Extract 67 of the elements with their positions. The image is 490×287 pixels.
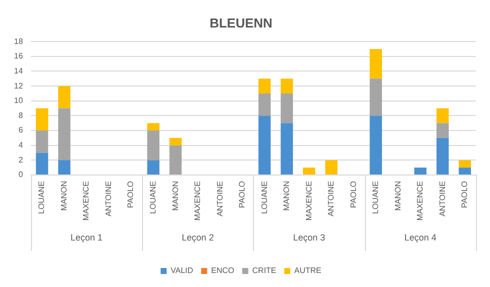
y-tick-label: 8 xyxy=(18,110,24,120)
legend-label: CRITE xyxy=(252,266,276,276)
x-tick-label: LOUANE xyxy=(37,181,46,214)
x-tick-label: LOUANE xyxy=(371,181,380,214)
bar xyxy=(370,116,382,174)
x-tick-label: PAOLO xyxy=(460,181,470,208)
x-tick-label: ANTOINE xyxy=(104,181,113,216)
bar xyxy=(169,145,182,174)
x-tick-label: MAXENCE xyxy=(304,181,314,221)
text: Leçon 1 xyxy=(70,232,103,242)
bar xyxy=(147,160,160,174)
bar xyxy=(325,160,338,174)
y-tick-label: 0 xyxy=(18,170,24,180)
y-tick-label: 2 xyxy=(18,155,24,164)
y-tick-label: 6 xyxy=(18,126,24,135)
bar xyxy=(280,78,293,94)
x-tick-label: ANTOINE xyxy=(326,181,336,216)
bar xyxy=(280,123,293,174)
x-tick-label: PAOLO xyxy=(348,181,358,208)
bar xyxy=(436,138,449,174)
chart-title: BLEUENN xyxy=(210,15,272,30)
bar xyxy=(169,138,182,146)
x-tick-label: PAOLO xyxy=(126,181,136,208)
bar xyxy=(58,86,70,108)
y-tick-label: 4 xyxy=(18,140,24,150)
bar xyxy=(36,130,48,153)
legend-label: VALID xyxy=(170,266,194,276)
x-tick-label: MANON xyxy=(59,180,68,211)
x-tick-label: ANTOINE xyxy=(215,181,224,216)
bar xyxy=(370,78,382,116)
bar xyxy=(147,130,160,160)
legend-label: ENCO xyxy=(211,266,234,276)
x-tick-label: PAOLO xyxy=(238,181,247,208)
x-tick-label: LOUANE xyxy=(260,181,269,214)
bar xyxy=(58,160,70,174)
x-tick-label: MAXENCE xyxy=(193,181,202,221)
x-tick-label: MANON xyxy=(170,180,180,211)
bar xyxy=(280,93,293,124)
bar xyxy=(436,108,449,124)
bar xyxy=(458,168,471,174)
x-tick-label: ANTOINE xyxy=(438,181,447,216)
y-tick-label: 10 xyxy=(14,96,24,106)
bar xyxy=(436,123,449,138)
x-tick-label: LOUANE xyxy=(148,181,158,214)
text: Leçon 3 xyxy=(293,232,326,242)
y-tick-label: 16 xyxy=(14,52,24,61)
x-tick-label: MANON xyxy=(393,180,402,211)
x-tick-label: MAXENCE xyxy=(416,181,425,221)
bar xyxy=(147,123,160,131)
text: Leçon 4 xyxy=(404,232,436,242)
bar xyxy=(414,168,426,174)
bar xyxy=(36,108,48,131)
bar xyxy=(258,78,271,94)
bar xyxy=(36,152,48,174)
bar xyxy=(258,93,271,116)
y-tick-label: 18 xyxy=(14,36,24,46)
x-tick-label: MANON xyxy=(282,180,292,211)
bar xyxy=(258,116,271,174)
x-tick-label: MAXENCE xyxy=(82,181,91,221)
legend-label: AUTRE xyxy=(294,266,322,276)
y-tick-label: 14 xyxy=(14,66,24,76)
bar xyxy=(58,108,70,160)
text: Leçon 2 xyxy=(182,232,214,242)
bar xyxy=(302,168,316,174)
bar xyxy=(370,49,382,79)
y-tick-label: 12 xyxy=(14,81,24,90)
bar xyxy=(458,160,471,168)
